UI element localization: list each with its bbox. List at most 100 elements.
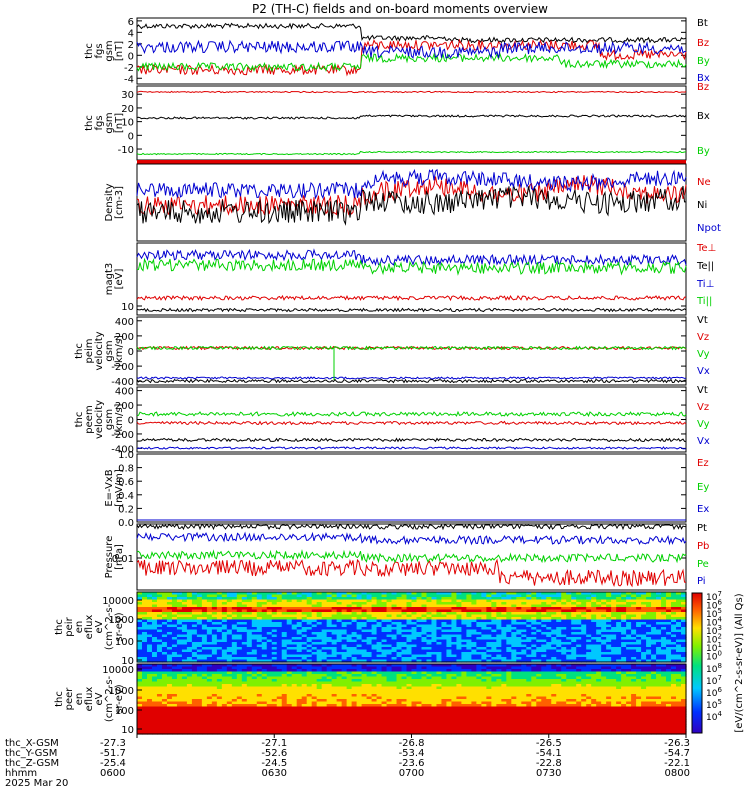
heatmap-cell [196, 666, 203, 670]
heatmap-cell [651, 592, 657, 596]
heatmap-cell [301, 599, 308, 603]
heatmap-cell [251, 609, 258, 613]
heatmap-cell [681, 654, 687, 658]
heatmap-cell [351, 592, 358, 596]
heatmap-cell [216, 691, 223, 695]
heatmap-cell [266, 612, 273, 616]
heatmap-cell [641, 699, 647, 703]
heatmap-cell [201, 602, 208, 606]
heatmap-cell [671, 684, 677, 688]
heatmap-cell [166, 696, 173, 700]
heatmap-cell [406, 674, 413, 678]
heatmap-cell [336, 676, 343, 680]
heatmap-cell [246, 696, 253, 700]
heatmap-cell [471, 644, 477, 648]
heatmap-cell [221, 676, 228, 680]
ylabel-line: peir [64, 616, 75, 636]
heatmap-cell [241, 657, 248, 661]
heatmap-cell [501, 691, 507, 695]
heatmap-cell [171, 632, 178, 636]
heatmap-cell [331, 669, 338, 673]
heatmap-cell [271, 669, 278, 673]
heatmap-cell [266, 652, 273, 656]
heatmap-cell [466, 642, 472, 646]
heatmap-cell [266, 674, 273, 678]
heatmap-cell [137, 622, 143, 626]
heatmap-cell [286, 594, 293, 598]
heatmap-cell [681, 617, 687, 621]
heatmap-cell [361, 694, 368, 698]
heatmap-cell [631, 634, 637, 638]
heatmap-cell [146, 657, 153, 661]
heatmap-cell [661, 599, 667, 603]
heatmap-cell [621, 666, 627, 670]
heatmap-cell [186, 644, 193, 648]
heatmap-cell [451, 684, 458, 688]
heatmap-cell [586, 671, 592, 675]
heatmap-cell [511, 671, 517, 675]
heatmap-cell [246, 674, 253, 678]
heatmap-cell [246, 609, 253, 613]
heatmap-cell [251, 684, 258, 688]
heatmap-cell [486, 684, 492, 688]
heatmap-cell [211, 644, 218, 648]
heatmap-cell [251, 627, 258, 631]
heatmap-cell [246, 599, 253, 603]
heatmap-cell [541, 609, 547, 613]
heatmap-cell [176, 639, 183, 643]
heatmap-cell [346, 632, 353, 636]
heatmap-cell [416, 604, 423, 608]
heatmap-cell [621, 696, 627, 700]
heatmap-cell [556, 592, 562, 596]
heatmap-cell [241, 609, 248, 613]
heatmap-cell [156, 694, 163, 698]
heatmap-cell [351, 604, 358, 608]
heatmap-cell [506, 602, 512, 606]
heatmap-cell [551, 691, 557, 695]
heatmap-cell [661, 654, 667, 658]
heatmap-cell [431, 671, 438, 675]
heatmap-cell [476, 617, 482, 621]
heatmap-cell [576, 669, 582, 673]
heatmap-cell [561, 639, 567, 643]
heatmap-cell [351, 666, 358, 670]
heatmap-cell [431, 676, 438, 680]
heatmap-cell [646, 629, 652, 633]
heatmap-cell [596, 649, 602, 653]
heatmap-cell [196, 594, 203, 598]
heatmap-cell [286, 604, 293, 608]
heatmap-cell [491, 664, 497, 668]
heatmap-cell [356, 602, 363, 606]
heatmap-cell [151, 691, 158, 695]
heatmap-cell [186, 657, 193, 661]
heatmap-cell [366, 676, 373, 680]
heatmap-cell [181, 619, 188, 623]
heatmap-cell [196, 637, 203, 641]
heatmap-cell [411, 699, 418, 703]
heatmap-cell [371, 649, 378, 653]
heatmap-cell [331, 699, 338, 703]
heatmap-cell [171, 609, 178, 613]
heatmap-cell [156, 689, 163, 693]
heatmap-cell [426, 594, 433, 598]
heatmap-cell [346, 664, 353, 668]
heatmap-cell [461, 629, 467, 633]
heatmap-cell [311, 676, 318, 680]
heatmap-cell [446, 619, 453, 623]
heatmap-cell [146, 592, 153, 596]
heatmap-cell [281, 594, 288, 598]
heatmap-cell [541, 592, 547, 596]
heatmap-cell [326, 671, 333, 675]
heatmap-cell [256, 664, 263, 668]
heatmap-cell [271, 691, 278, 695]
heatmap-cell [391, 659, 398, 663]
heatmap-cell [396, 684, 403, 688]
heatmap-cell [251, 696, 258, 700]
heatmap-cell [571, 649, 577, 653]
heatmap-cell [621, 676, 627, 680]
heatmap-cell [676, 666, 682, 670]
heatmap-cell [681, 599, 687, 603]
heatmap-cell [596, 684, 602, 688]
heatmap-cell [276, 674, 283, 678]
heatmap-cell [336, 592, 343, 596]
